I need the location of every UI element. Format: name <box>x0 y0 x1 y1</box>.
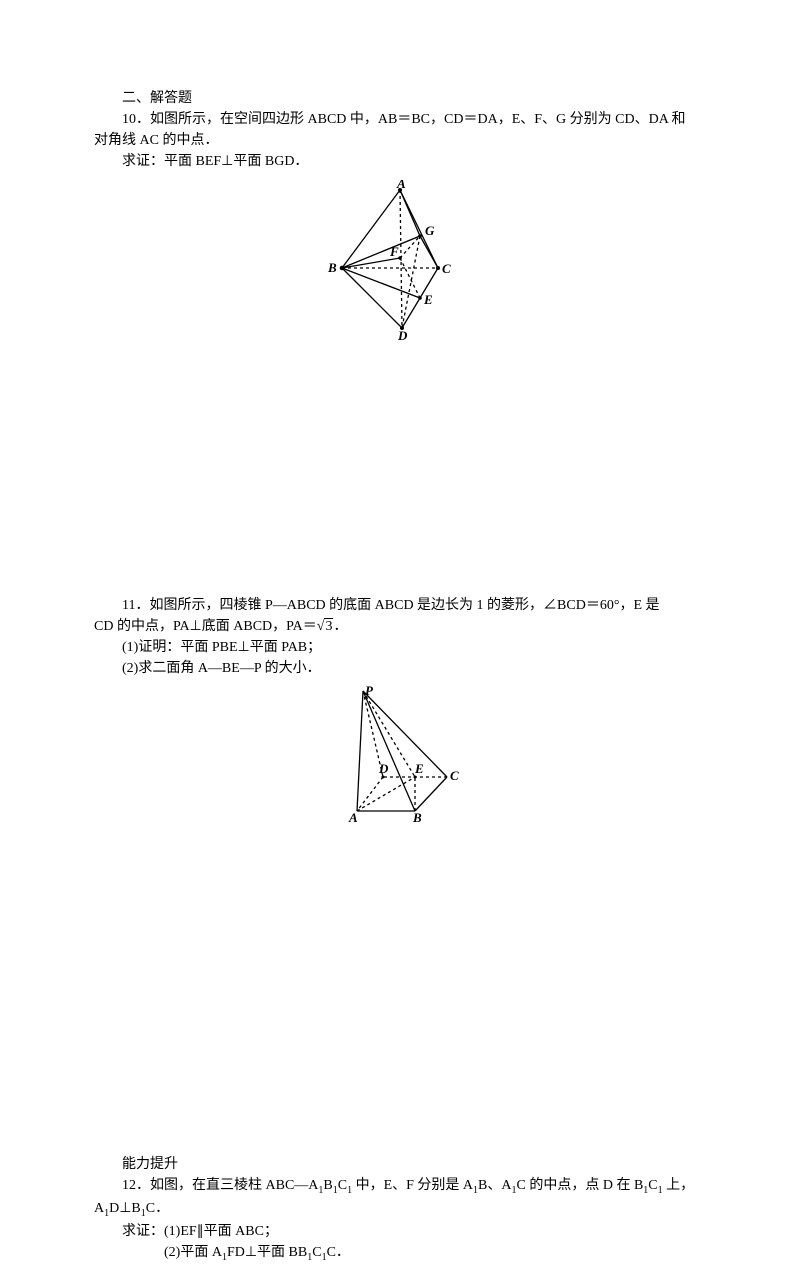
t: B、A <box>478 1178 511 1193</box>
q11-line2-b: ． <box>333 619 347 634</box>
label-B: B <box>412 810 422 825</box>
t: B <box>323 1178 332 1193</box>
t: (2)平面 A <box>164 1245 222 1260</box>
t: 上， <box>663 1178 695 1193</box>
t: A <box>94 1201 104 1216</box>
q12-line1: 12．如图，在直三棱柱 ABC—A1B1C1 中，E、F 分别是 A1B、A1C… <box>94 1175 706 1198</box>
page: 二、解答题 10．如图所示，在空间四边形 ABCD 中，AB＝BC，CD＝DA，… <box>0 0 800 1264</box>
q12-line2: A1D⊥B1C． <box>94 1198 706 1221</box>
q11-line4: (2)求二面角 A—BE—P 的大小． <box>94 658 706 679</box>
q11-line2-a: CD 的中点，PA⊥底面 ABCD，PA＝ <box>94 619 317 634</box>
label-P: P <box>365 685 374 698</box>
section3-heading: 能力提升 <box>94 1154 706 1175</box>
pyramid-diagram: P A B C D E <box>325 685 475 825</box>
q11-line2: CD 的中点，PA⊥底面 ABCD，PA＝√3． <box>94 616 706 637</box>
label-D: D <box>397 328 408 340</box>
spacer-1 <box>94 347 706 595</box>
label-F: F <box>389 244 399 259</box>
q11-line3: (1)证明：平面 PBE⊥平面 PAB； <box>94 637 706 658</box>
t: 中，E、F 分别是 A <box>352 1178 473 1193</box>
q12-line4: (2)平面 A1FD⊥平面 BB1C1C． <box>94 1242 706 1264</box>
label-E: E <box>423 292 433 307</box>
q10-line1: 10．如图所示，在空间四边形 ABCD 中，AB＝BC，CD＝DA，E、F、G … <box>94 109 706 130</box>
q11-line1: 11．如图所示，四棱锥 P—ABCD 的底面 ABCD 是边长为 1 的菱形，∠… <box>94 595 706 616</box>
spacer-2 <box>94 832 706 1154</box>
t: FD⊥平面 BB <box>227 1245 307 1260</box>
label-A: A <box>348 810 358 825</box>
q12-line3: 求证：(1)EF∥平面 ABC； <box>94 1221 706 1242</box>
section-heading: 二、解答题 <box>94 88 706 109</box>
spatial-quad-diagram: A B C D G F E <box>320 180 480 340</box>
q10-line2: 对角线 AC 的中点． <box>94 130 706 151</box>
sqrt3: √3 <box>317 616 334 637</box>
label-A: A <box>396 180 406 191</box>
q10-line3: 求证：平面 BEF⊥平面 BGD． <box>94 151 706 172</box>
t: C． <box>327 1245 350 1260</box>
t: D⊥B <box>109 1201 141 1216</box>
t: C 的中点，点 D 在 B <box>517 1178 644 1193</box>
label-E: E <box>414 761 424 776</box>
t: C <box>312 1245 321 1260</box>
figure-1: A B C D G F E <box>94 180 706 347</box>
label-C: C <box>450 768 459 783</box>
t: C <box>648 1178 657 1193</box>
figure-2: P A B C D E <box>94 685 706 832</box>
label-D: D <box>378 761 389 776</box>
label-C: C <box>442 261 451 276</box>
t: C． <box>146 1201 169 1216</box>
t: 12．如图，在直三棱柱 ABC—A <box>122 1178 318 1193</box>
label-G: G <box>425 223 435 238</box>
t: C <box>338 1178 347 1193</box>
label-B: B <box>327 260 337 275</box>
